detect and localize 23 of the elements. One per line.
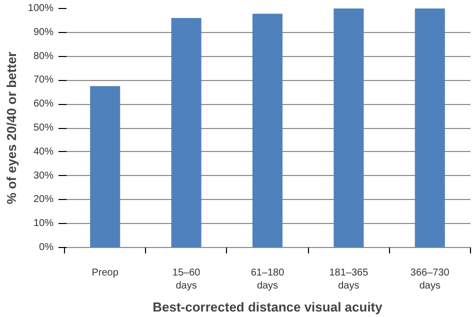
y-tick-label: 40% [33,146,54,158]
y-tick-label: 60% [33,98,54,110]
bar [90,86,120,248]
y-tick-label: 70% [33,74,54,86]
bar [252,14,283,248]
y-tick-label: 80% [33,50,54,62]
x-tick-label: 15–60 days [172,268,201,292]
y-tick-label: 10% [33,218,54,230]
x-tick-label: Preop [92,268,119,278]
y-tick-label: 100% [28,3,54,14]
y-tick-label: 30% [33,170,54,182]
bar [414,8,445,248]
bar [171,18,202,248]
x-axis-title: Best-corrected distance visual acuity [152,300,384,315]
x-tick-label: 366–730 days [410,268,450,292]
bar [334,8,364,248]
x-tick-label: 61–180 days [250,268,285,292]
x-tick-label: 181–365 days [329,268,369,292]
y-tick-label: 90% [33,26,54,38]
y-axis-title: % of eyes 20/40 or better [4,52,19,204]
y-tick-label: 0% [39,242,54,253]
y-tick-label: 50% [33,122,54,134]
y-tick-label: 20% [33,194,54,206]
